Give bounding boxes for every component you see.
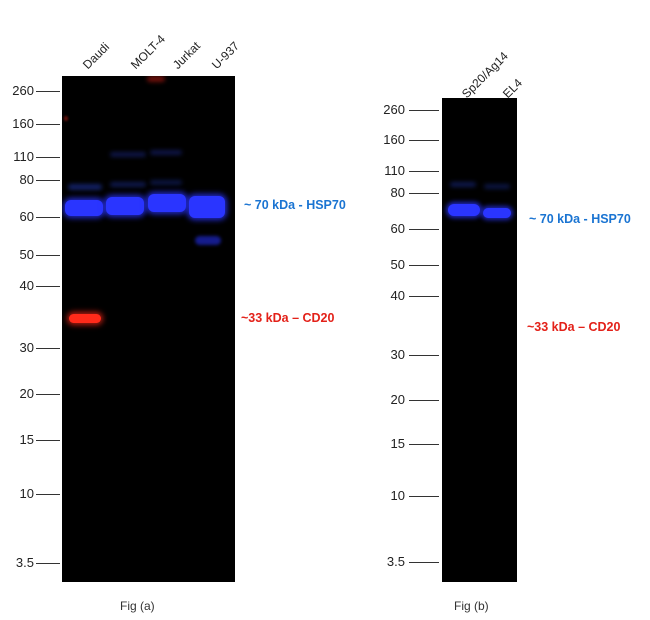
marker-tick <box>36 255 60 256</box>
marker-tick <box>409 496 439 497</box>
marker-label: 30 <box>390 347 405 362</box>
marker-tick <box>409 444 439 445</box>
caption-b: Fig (b) <box>454 599 489 613</box>
marker-label: 50 <box>19 247 34 262</box>
lane-label-u937: U-937 <box>209 38 243 72</box>
marker-label: 3.5 <box>386 554 405 569</box>
blot-image-a <box>62 76 235 582</box>
annotation-cd20-b: ~33 kDa – CD20 <box>527 320 621 334</box>
marker-tick <box>36 348 60 349</box>
red-speck <box>64 116 68 121</box>
marker-label: 10 <box>19 486 34 501</box>
faint-band <box>150 180 182 185</box>
marker-tick <box>409 562 439 563</box>
blot-image-b <box>442 98 517 582</box>
caption-a: Fig (a) <box>120 599 155 613</box>
marker-label: 80 <box>390 185 405 200</box>
faint-band <box>110 182 146 187</box>
marker-label: 20 <box>19 386 34 401</box>
hsp70-band-daudi <box>65 200 103 216</box>
marker-label: 60 <box>19 209 34 224</box>
marker-tick <box>409 355 439 356</box>
marker-tick <box>36 180 60 181</box>
annotation-hsp70-a: ~ 70 kDa - HSP70 <box>244 198 346 212</box>
red-speck <box>147 76 165 82</box>
marker-label: 260 <box>383 102 405 117</box>
marker-label: 30 <box>19 340 34 355</box>
marker-tick <box>409 140 439 141</box>
marker-label: 160 <box>12 116 34 131</box>
marker-label: 260 <box>12 83 34 98</box>
marker-tick <box>409 171 439 172</box>
marker-label: 160 <box>383 132 405 147</box>
marker-tick <box>409 400 439 401</box>
lane-label-molt4: MOLT-4 <box>128 31 168 72</box>
annotation-hsp70-b: ~ 70 kDa - HSP70 <box>529 212 631 226</box>
marker-label: 110 <box>13 149 34 164</box>
marker-tick <box>36 124 60 125</box>
marker-label: 10 <box>390 488 405 503</box>
marker-label: 60 <box>390 221 405 236</box>
marker-label: 40 <box>390 288 405 303</box>
faint-band <box>68 184 102 190</box>
annotation-cd20-a: ~33 kDa – CD20 <box>241 311 335 325</box>
hsp70-band-molt4 <box>106 197 144 215</box>
marker-tick <box>36 440 60 441</box>
marker-label: 3.5 <box>15 555 34 570</box>
marker-label: 15 <box>19 432 34 447</box>
marker-label: 15 <box>390 436 405 451</box>
marker-tick <box>36 217 60 218</box>
marker-tick <box>36 91 60 92</box>
marker-tick <box>36 494 60 495</box>
marker-label: 80 <box>19 172 34 187</box>
faint-band <box>110 152 146 157</box>
lane-label-jurkat: Jurkat <box>170 38 204 72</box>
marker-label: 110 <box>384 163 405 178</box>
marker-tick <box>409 110 439 111</box>
hsp70-band-jurkat <box>148 194 186 212</box>
faint-band <box>450 182 476 187</box>
faint-band <box>150 150 182 155</box>
hsp70-band-u937 <box>189 196 225 218</box>
cd20-band-daudi <box>69 314 101 323</box>
lane-label-daudi: Daudi <box>80 39 113 72</box>
marker-tick <box>409 229 439 230</box>
marker-tick <box>36 157 60 158</box>
marker-tick <box>409 296 439 297</box>
faint-band <box>484 184 510 189</box>
hsp70-band-sp20 <box>448 204 480 216</box>
marker-label: 20 <box>390 392 405 407</box>
marker-tick <box>409 265 439 266</box>
lower-band-u937 <box>195 236 221 245</box>
marker-label: 40 <box>19 278 34 293</box>
marker-tick <box>409 193 439 194</box>
hsp70-band-el4 <box>483 208 511 218</box>
marker-tick <box>36 286 60 287</box>
marker-tick <box>36 394 60 395</box>
marker-label: 50 <box>390 257 405 272</box>
marker-tick <box>36 563 60 564</box>
